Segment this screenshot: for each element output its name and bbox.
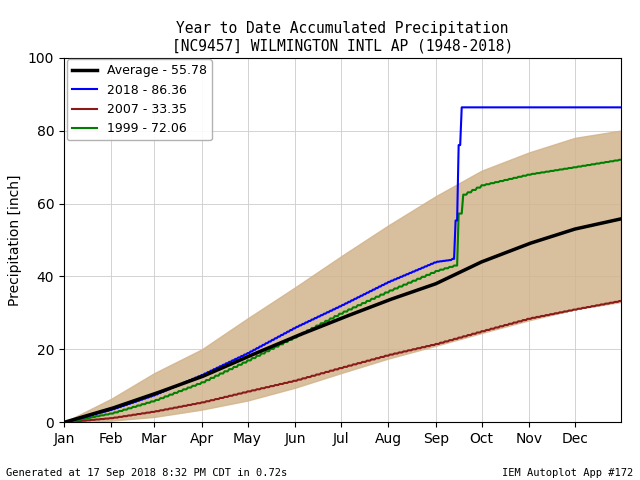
Y-axis label: Precipitation [inch]: Precipitation [inch] <box>8 174 22 306</box>
Text: Generated at 17 Sep 2018 8:32 PM CDT in 0.72s: Generated at 17 Sep 2018 8:32 PM CDT in … <box>6 468 287 478</box>
Title: Year to Date Accumulated Precipitation
[NC9457] WILMINGTON INTL AP (1948-2018): Year to Date Accumulated Precipitation [… <box>172 21 513 54</box>
Text: IEM Autoplot App #172: IEM Autoplot App #172 <box>502 468 634 478</box>
Legend: Average - 55.78, 2018 - 86.36, 2007 - 33.35, 1999 - 72.06: Average - 55.78, 2018 - 86.36, 2007 - 33… <box>67 60 212 140</box>
